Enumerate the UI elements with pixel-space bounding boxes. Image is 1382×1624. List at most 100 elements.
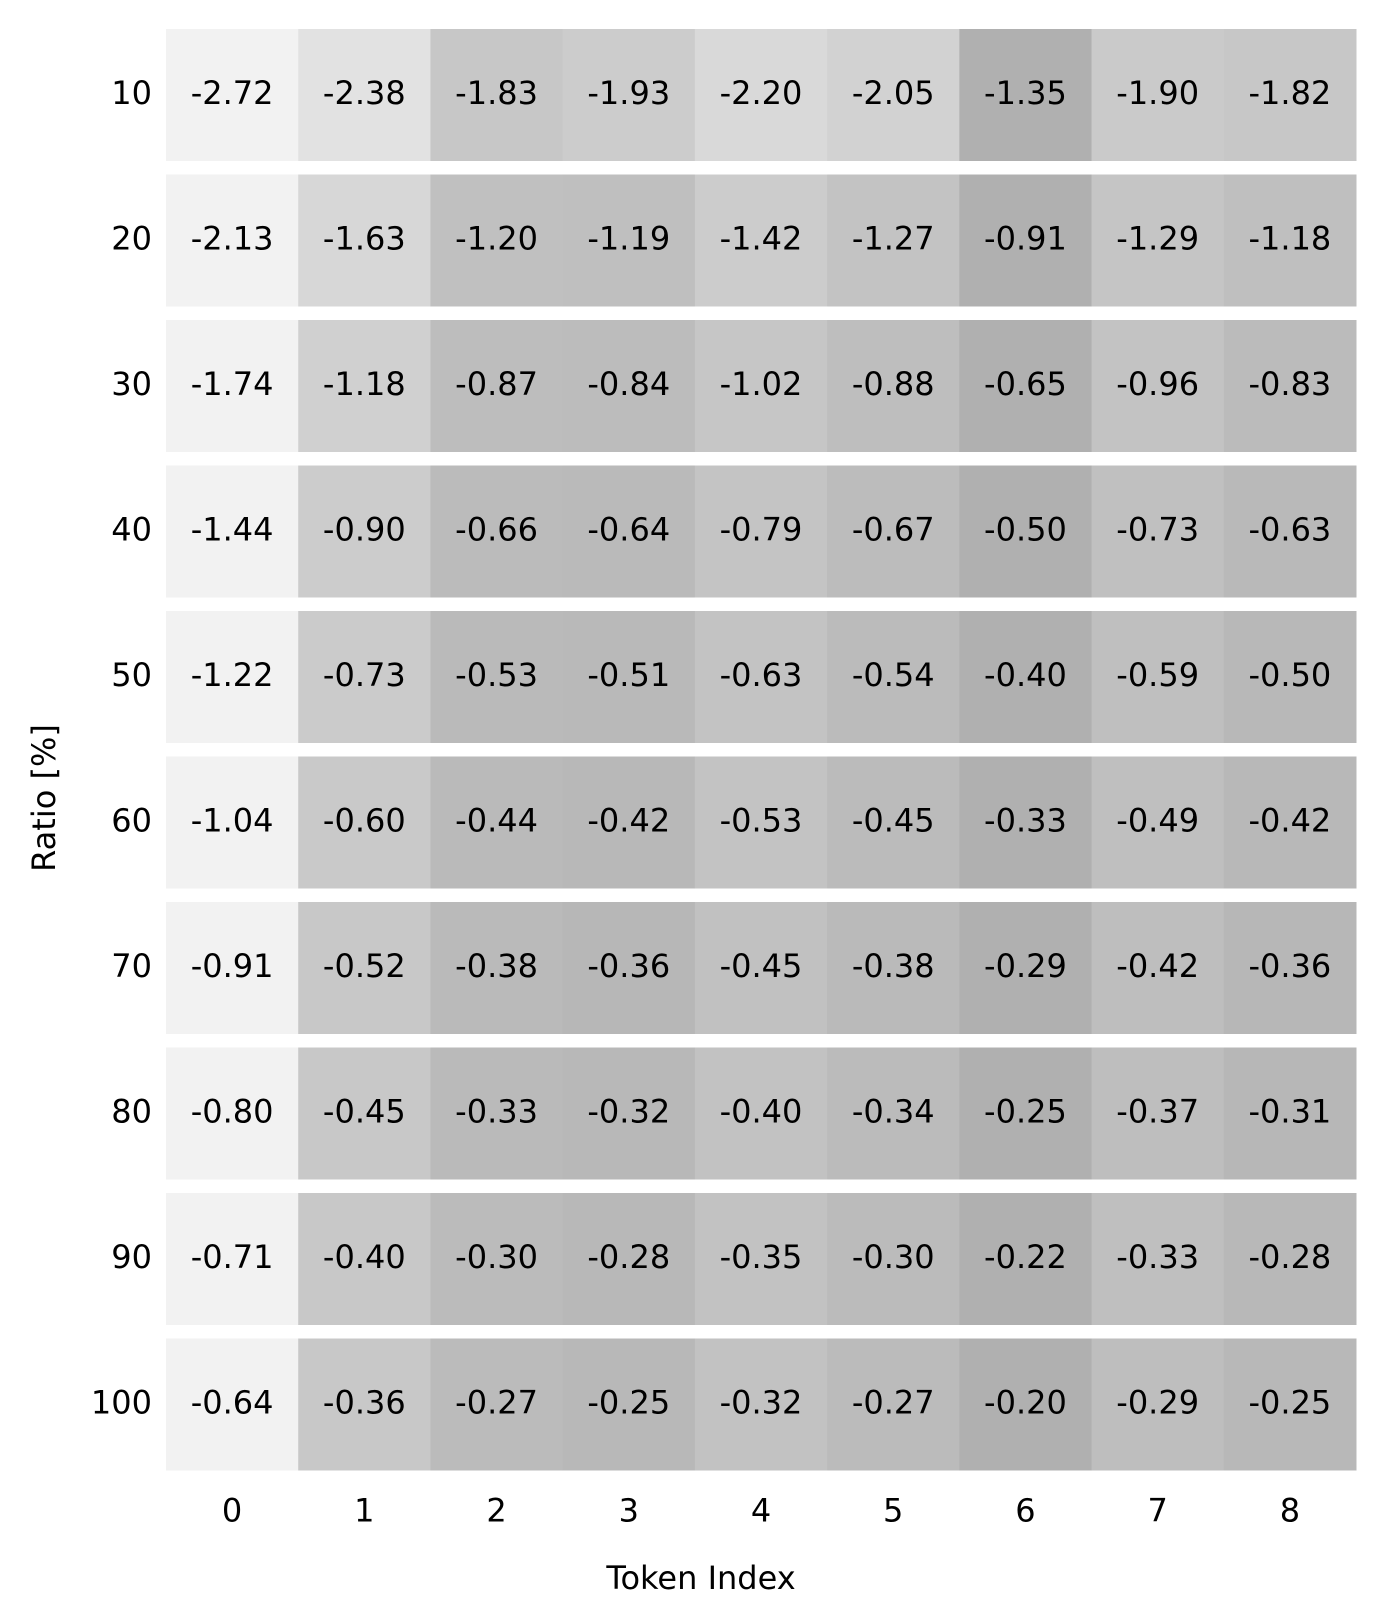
heatmap-cell [166, 1338, 299, 1471]
cell-label: -0.73 [323, 656, 406, 694]
cell-label: -0.40 [323, 1238, 406, 1276]
y-tick-label: 90 [111, 1238, 152, 1276]
heatmap-cell [827, 756, 960, 889]
heatmap-cell [1091, 611, 1225, 743]
y-tick-label: 60 [111, 802, 152, 840]
cell-label: -0.38 [455, 947, 538, 985]
cell-label: -0.91 [984, 220, 1067, 258]
heatmap-cell [959, 465, 1093, 598]
cell-label: -0.32 [587, 1093, 670, 1131]
x-tick-label: 5 [883, 1492, 903, 1530]
heatmap-cell [1223, 756, 1357, 889]
heatmap-cell [1223, 174, 1357, 307]
heatmap-cell [562, 1047, 696, 1180]
heatmap-cell [430, 1338, 564, 1471]
cell-label: -0.29 [1116, 1384, 1199, 1422]
cell-label: -0.50 [1248, 656, 1331, 694]
cell-label: -0.64 [587, 511, 670, 549]
y-tick-label: 30 [111, 365, 152, 403]
cell-label: -1.27 [852, 220, 935, 258]
heatmap-cell [959, 320, 1093, 452]
cell-label: -1.63 [323, 220, 406, 258]
heatmap-cell [959, 756, 1093, 889]
cell-label: -1.74 [191, 365, 274, 403]
cell-label: -2.20 [720, 74, 803, 112]
heatmap-cell [959, 611, 1093, 743]
cell-label: -0.67 [852, 511, 935, 549]
heatmap-cell [1091, 174, 1225, 307]
heatmap-cell [430, 611, 564, 743]
cell-label: -0.30 [455, 1238, 538, 1276]
cell-label: -0.87 [455, 365, 538, 403]
heatmap-cell [1223, 29, 1357, 161]
cell-label: -0.45 [852, 802, 935, 840]
heatmap-cell [562, 1338, 696, 1471]
cell-label: -1.18 [1248, 220, 1331, 258]
y-tick-label: 10 [111, 74, 152, 112]
heatmap-cell [959, 29, 1093, 161]
heatmap-cell [430, 902, 564, 1034]
heatmap-cell [430, 1193, 564, 1325]
heatmap-cell [1223, 465, 1357, 598]
cell-label: -0.51 [587, 656, 670, 694]
x-axis-label: Token Index [605, 1559, 795, 1597]
y-tick-label: 80 [111, 1093, 152, 1131]
heatmap-cell [562, 611, 696, 743]
heatmap-cell [1091, 465, 1225, 598]
heatmap-cell [959, 1338, 1093, 1471]
heatmap-cell [298, 902, 431, 1034]
cell-label: -0.42 [1248, 802, 1331, 840]
heatmap-cell [298, 1193, 431, 1325]
cell-label: -0.63 [1248, 511, 1331, 549]
cell-label: -2.38 [323, 74, 406, 112]
cell-label: -0.90 [323, 511, 406, 549]
heatmap-cell [827, 1047, 960, 1180]
cell-label: -0.53 [455, 656, 538, 694]
cell-label: -1.44 [191, 511, 274, 549]
cell-label: -1.82 [1248, 74, 1331, 112]
heatmap-cell [298, 1047, 431, 1180]
heatmap-cell [959, 1047, 1093, 1180]
cell-label: -0.42 [1116, 947, 1199, 985]
cell-label: -1.20 [455, 220, 538, 258]
heatmap-cell [1223, 611, 1357, 743]
cell-label: -0.50 [984, 511, 1067, 549]
cell-label: -0.83 [1248, 365, 1331, 403]
x-tick-label: 7 [1147, 1492, 1167, 1530]
cell-label: -0.36 [323, 1384, 406, 1422]
cell-label: -0.35 [720, 1238, 803, 1276]
heatmap-cell [827, 174, 960, 307]
x-tick-label: 0 [222, 1492, 242, 1530]
cell-label: -0.33 [455, 1093, 538, 1131]
cell-label: -0.20 [984, 1384, 1067, 1422]
cell-label: -1.83 [455, 74, 538, 112]
heatmap-cell [827, 611, 960, 743]
cell-label: -0.64 [191, 1384, 274, 1422]
heatmap-cell [827, 902, 960, 1034]
cell-label: -0.27 [852, 1384, 935, 1422]
heatmap-cell [166, 1193, 299, 1325]
cell-label: -2.05 [852, 74, 935, 112]
heatmap-cell [694, 611, 828, 743]
x-tick-label: 1 [354, 1492, 374, 1530]
heatmap-cell [827, 320, 960, 452]
cell-label: -0.29 [984, 947, 1067, 985]
heatmap-cell [166, 320, 299, 452]
heatmap-cell [694, 465, 828, 598]
cell-label: -1.42 [720, 220, 803, 258]
cell-label: -0.73 [1116, 511, 1199, 549]
heatmap-cell [562, 320, 696, 452]
cell-label: -1.29 [1116, 220, 1199, 258]
heatmap-cell [166, 611, 299, 743]
heatmap-cell [430, 174, 564, 307]
cell-label: -0.66 [455, 511, 538, 549]
heatmap-cell [166, 1047, 299, 1180]
cell-label: -0.80 [191, 1093, 274, 1131]
x-tick-label: 8 [1280, 1492, 1300, 1530]
cell-label: -1.35 [984, 74, 1067, 112]
cell-label: -0.49 [1116, 802, 1199, 840]
cell-label: -2.13 [191, 220, 274, 258]
cell-label: -0.79 [720, 511, 803, 549]
heatmap-cell [827, 29, 960, 161]
cell-label: -0.45 [323, 1093, 406, 1131]
